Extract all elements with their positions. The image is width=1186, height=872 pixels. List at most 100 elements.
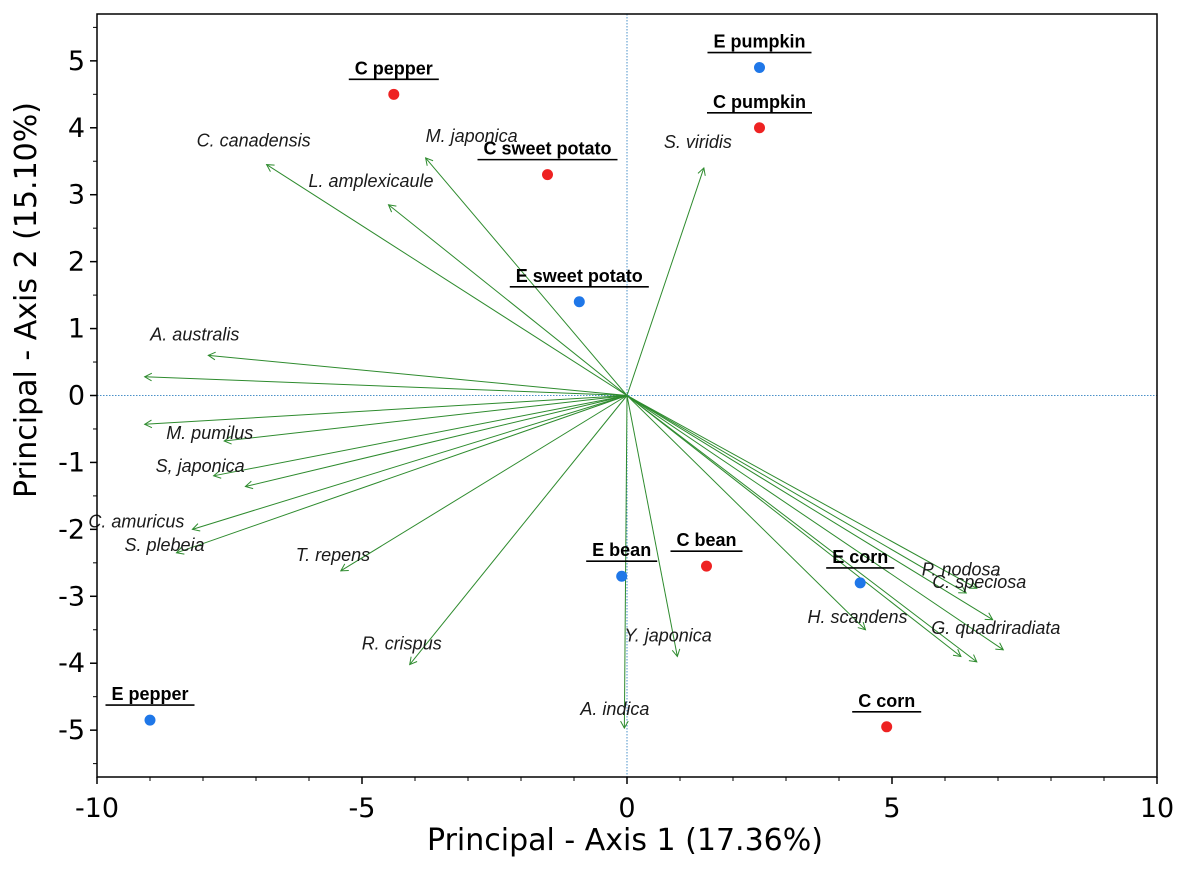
x-tick-label: -10 [75,793,119,824]
site-label: C pepper [355,58,433,78]
site-label: C pumpkin [713,92,806,112]
species-vector [208,354,628,396]
species-vector [626,395,993,621]
species-vector [192,395,628,530]
site-point [616,570,628,582]
species-vector [626,395,678,657]
species-vector [388,204,628,396]
site-label: E corn [832,547,888,567]
vector-arrowhead [387,204,397,213]
vector-arrowhead [143,372,153,382]
species-label: S. plebeia [125,535,205,555]
x-tick-label: 10 [1140,793,1174,824]
y-axis-title: Principal - Axis 2 (15.10%) [9,102,44,498]
site-point [854,577,866,589]
species-label: C. amuricus [88,511,184,531]
species-label: A. indica [579,699,649,719]
site-label: E sweet potato [516,266,643,286]
species-vector [245,395,628,488]
species-label: R. crispus [362,634,442,654]
vector-arrowhead [958,585,968,594]
species-vector [176,395,628,554]
y-tick-label: 4 [68,113,85,144]
species-vector [144,395,628,425]
species-label: S. viridis [664,132,732,152]
species-label: L. amplexicaule [309,171,434,191]
y-tick-label: 0 [68,381,85,412]
species-labels: C. canadensis M. japonica L. amplexicaule S… [88,126,1060,719]
x-axis-title: Principal - Axis 1 (17.36%) [427,823,823,858]
species-label: A. australis [149,324,239,344]
site-label: E bean [592,540,651,560]
vector-arrowhead [143,419,153,429]
species-label: M. japonica [426,126,518,146]
vector-arrowhead [995,642,1005,651]
vector-arrowhead [175,546,185,555]
species-label: G. quadriradiata [931,618,1060,638]
site-point [881,721,893,733]
site-point [754,122,765,134]
y-tick-label: 3 [68,180,85,211]
site-points [144,62,893,733]
vector-arrowhead [212,470,222,479]
y-tick-label: -5 [58,715,85,746]
site-point [144,714,156,726]
species-vector [425,157,628,396]
y-tick-label: -1 [58,447,85,478]
vector-arrowhead [968,581,978,589]
species-vector [626,167,705,396]
vector-arrowhead [620,720,629,730]
y-tick-label: 2 [68,247,85,278]
site-label: E pumpkin [713,32,805,52]
vector-arrowhead [952,648,962,658]
species-label: H. scandens [808,607,908,627]
vector-arrowhead [671,648,681,658]
y-tick-label: 1 [68,314,85,345]
site-label: C bean [676,530,736,550]
site-label: E pepper [111,684,188,704]
species-vector [224,395,628,442]
vector-arrowhead [697,166,706,176]
vector-arrowhead [207,351,216,361]
species-label: C. speciosa [932,572,1026,592]
y-tick-label: -3 [58,581,85,612]
species-label: T. repens [296,545,370,565]
species-vector [626,395,962,657]
vector-arrowhead [244,480,254,490]
vector-arrowhead [984,612,994,621]
vector-arrowhead [339,563,349,572]
site-label: C sweet potato [483,139,611,159]
vector-arrowhead [265,164,275,172]
site-labels: C pepper E pumpkin C pumpkin C sweet potato… [105,32,922,713]
x-tick-label: 5 [883,793,900,824]
species-vector [626,395,978,589]
site-point [754,62,765,74]
species-vector [266,164,628,396]
vector-arrowhead [857,621,867,631]
species-label: P. nodosa [922,559,1001,579]
vector-arrowhead [968,654,978,663]
species-vectors [143,157,1005,730]
vector-arrowhead [223,436,232,445]
species-vector [409,395,628,665]
vector-arrowhead [409,656,418,666]
species-vector [340,395,628,572]
species-vector [213,395,628,477]
species-label: M. pumilus [166,423,253,443]
species-vector [626,395,978,663]
species-vector [626,395,967,594]
site-point [701,560,712,572]
site-point [388,88,400,100]
vector-arrowhead [191,523,201,532]
x-tick-label: -5 [349,793,376,824]
site-point [573,296,585,308]
species-label: S, japonica [156,456,245,476]
species-label: C. canadensis [197,131,311,151]
y-tick-label: 5 [68,46,85,77]
x-tick-label: 0 [618,793,635,824]
species-vector [144,376,628,396]
vector-arrowhead [424,157,434,166]
species-vector [626,395,866,631]
